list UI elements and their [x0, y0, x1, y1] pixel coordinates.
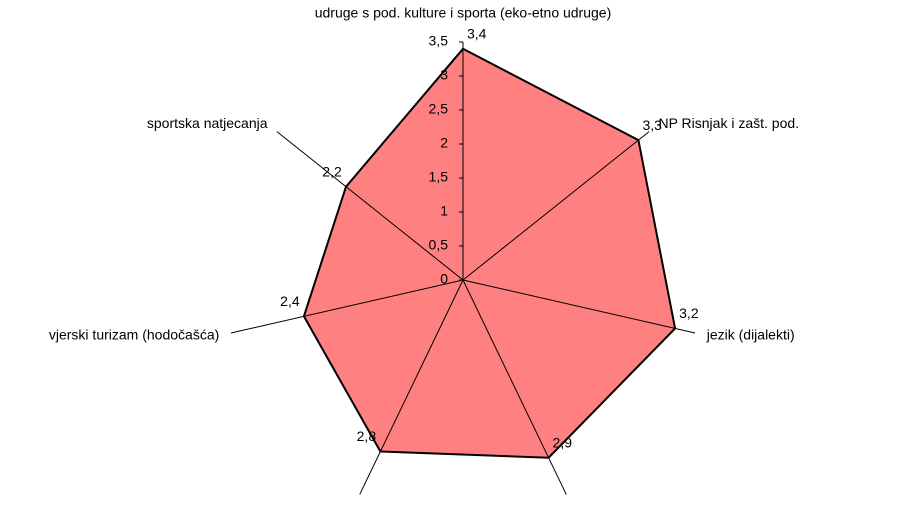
axis-line — [230, 279, 464, 334]
value-label: 2,2 — [322, 163, 342, 179]
tick-label: 0 — [440, 271, 448, 287]
axis-line — [276, 131, 464, 281]
tick-label: 1,5 — [429, 169, 449, 185]
value-label: 2,9 — [553, 434, 573, 450]
axis-line — [462, 279, 696, 334]
tick-label: 0,5 — [429, 237, 449, 253]
category-label: vjerski turizam (hodočašća) — [49, 326, 219, 342]
axis-line — [359, 279, 464, 495]
value-label: 3,2 — [679, 305, 699, 321]
category-label: udruge s pod. kulture i sporta (eko-etno… — [315, 5, 612, 21]
category-label: sportska infrastruktura s tendencijom ra… — [571, 504, 835, 505]
value-label: 3,3 — [642, 117, 662, 133]
tick-label: 2,5 — [429, 101, 449, 117]
axis-line — [462, 279, 567, 495]
tick-label: 2 — [440, 135, 448, 151]
category-label: sakralni spomenici — [239, 504, 354, 505]
category-label: NP Risnjak i zašt. pod. — [658, 115, 799, 131]
value-label: 2,4 — [280, 293, 300, 309]
axis-line — [462, 131, 650, 281]
value-label: 3,4 — [467, 26, 487, 42]
tick-label: 3,5 — [429, 33, 449, 49]
category-label: jezik (dijalekti) — [706, 326, 795, 342]
value-label: 2,8 — [357, 428, 377, 444]
tick-label: 3 — [440, 67, 448, 83]
category-label: sportska natjecanja — [147, 115, 268, 131]
tick-label: 1 — [440, 203, 448, 219]
radar-area — [302, 47, 677, 459]
